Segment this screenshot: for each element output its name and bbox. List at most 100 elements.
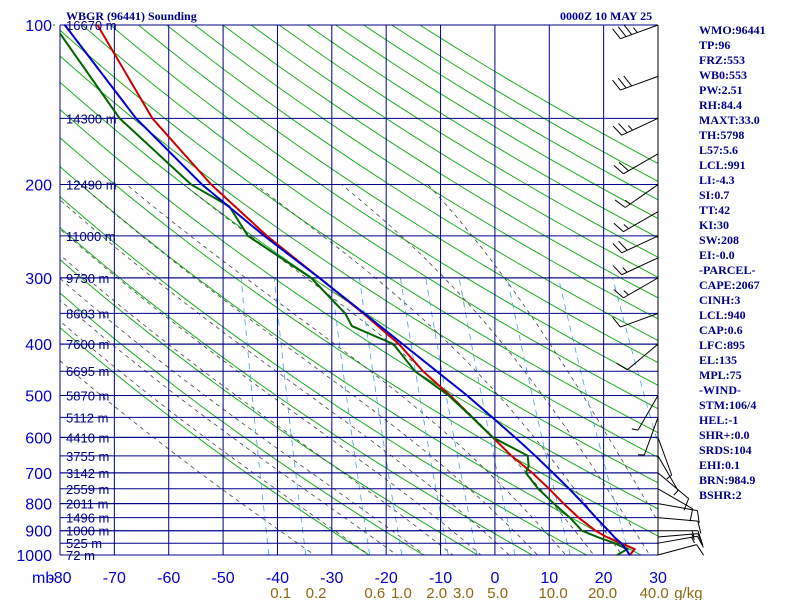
temperature-tick-label: 30 [649, 570, 667, 587]
index-item: KI:30 [699, 218, 729, 232]
moist-adiabat-line [60, 277, 426, 555]
pressure-tick-label: 400 [25, 337, 52, 354]
wind-barb [631, 395, 659, 431]
index-item: WMO:96441 [699, 23, 766, 37]
wind-barb [612, 24, 659, 40]
profile-point [534, 455, 537, 457]
index-item: CAPE:2067 [699, 278, 760, 292]
temperature-tick-label: -80 [48, 570, 71, 587]
index-item: -PARCEL- [699, 263, 755, 277]
height-label: 6695 m [66, 364, 109, 379]
wind-barb [612, 75, 659, 91]
mixing-ratio-label: 0.6 [364, 585, 385, 600]
height-label: 14300 m [66, 111, 117, 126]
wind-barb-flag [697, 533, 704, 546]
moist-adiabat-line [60, 320, 370, 555]
index-item: LI:-4.3 [699, 173, 735, 187]
profile-point [266, 235, 268, 237]
wind-barb-flag [623, 24, 633, 35]
profile-point [582, 502, 585, 505]
temperature-tick-label: -50 [212, 570, 235, 587]
wind-barb [637, 417, 659, 456]
profile-point [552, 472, 554, 474]
wind-barb-flag [618, 240, 628, 251]
moist-adiabat-line [255, 184, 623, 555]
wind-barb [612, 117, 659, 136]
wind-barb [612, 257, 659, 276]
wind-barb-staff [623, 153, 659, 175]
height-label: 4410 m [66, 430, 109, 445]
index-item: RH:84.4 [699, 98, 742, 112]
profile-point [64, 24, 66, 26]
profile-point [526, 455, 529, 457]
profile-point [595, 516, 597, 519]
profile-point [118, 117, 121, 120]
profile-point [531, 472, 534, 474]
mixing-ratio-line [458, 277, 516, 555]
index-item: LCL:940 [699, 308, 746, 322]
index-item: WB0:553 [699, 68, 747, 82]
wind-barb-half [633, 27, 638, 33]
dry-adiabat-line [60, 81, 658, 484]
profile-point [471, 416, 474, 419]
pressure-tick-label: 200 [25, 178, 52, 195]
profile-point [263, 235, 266, 237]
profile-point [201, 183, 203, 186]
profile-point [53, 24, 55, 26]
wind-barb-staff [621, 117, 659, 136]
wind-barb-flag [612, 316, 621, 328]
wind-barb-staff [657, 503, 698, 512]
pressure-tick-label: 500 [25, 388, 52, 405]
height-label: 9730 m [66, 271, 109, 286]
wind-barb-half [623, 224, 629, 230]
wind-barb [657, 488, 694, 522]
index-item: PW:2.51 [699, 83, 743, 97]
sounding-time: 0000Z 10 MAY 25 [560, 9, 652, 23]
profile-point [310, 277, 312, 279]
wind-barb [613, 211, 659, 233]
profile-point [625, 548, 627, 550]
moist-adiabat-line [60, 199, 510, 555]
wind-barb [616, 343, 659, 371]
profile-point [548, 488, 550, 490]
wind-barb-flag [612, 243, 623, 254]
index-item: LCL:991 [699, 158, 746, 172]
wind-barb [657, 437, 673, 480]
wind-barb-flag [689, 508, 694, 522]
profile-point [581, 529, 583, 532]
profile-point [190, 183, 192, 186]
height-label: 8603 m [66, 306, 109, 321]
temperature-tick-label: -30 [320, 570, 343, 587]
wind-barb-flag [612, 265, 623, 276]
wind-barb-flag [612, 79, 621, 91]
profile-point [422, 370, 424, 373]
index-item: EHI:0.1 [699, 458, 740, 472]
wind-barb-half [631, 428, 639, 431]
pressure-tick-label: 1000 [16, 548, 52, 565]
index-item: BRN:984.9 [699, 473, 755, 487]
profile-point [344, 312, 347, 315]
mixing-ratio-label: 5.0 [487, 585, 508, 600]
pressure-tick-label: 300 [25, 271, 52, 288]
wind-barb-flag [696, 510, 700, 524]
height-label: 11000 m [66, 229, 116, 244]
wind-barb-staff [657, 437, 673, 476]
wind-barb [657, 455, 679, 496]
profile-point [363, 312, 366, 315]
height-label: 7600 m [66, 337, 109, 352]
mixing-ratio-line [612, 277, 658, 445]
profile-series-layer [53, 24, 637, 556]
wind-barb-half [624, 199, 631, 205]
mixing-ratio-label: 10.0 [538, 585, 567, 600]
profile-point [577, 516, 580, 519]
dry-adiabat-line [60, 292, 425, 555]
wind-barb-staff [657, 535, 698, 544]
wind-barb-flag [696, 536, 704, 548]
wind-barb-staff [627, 343, 659, 371]
profile-point [569, 516, 571, 519]
profile-point [351, 325, 353, 327]
profile-point [620, 542, 623, 544]
profile-point [247, 235, 249, 237]
index-item: FRZ:553 [699, 53, 745, 67]
